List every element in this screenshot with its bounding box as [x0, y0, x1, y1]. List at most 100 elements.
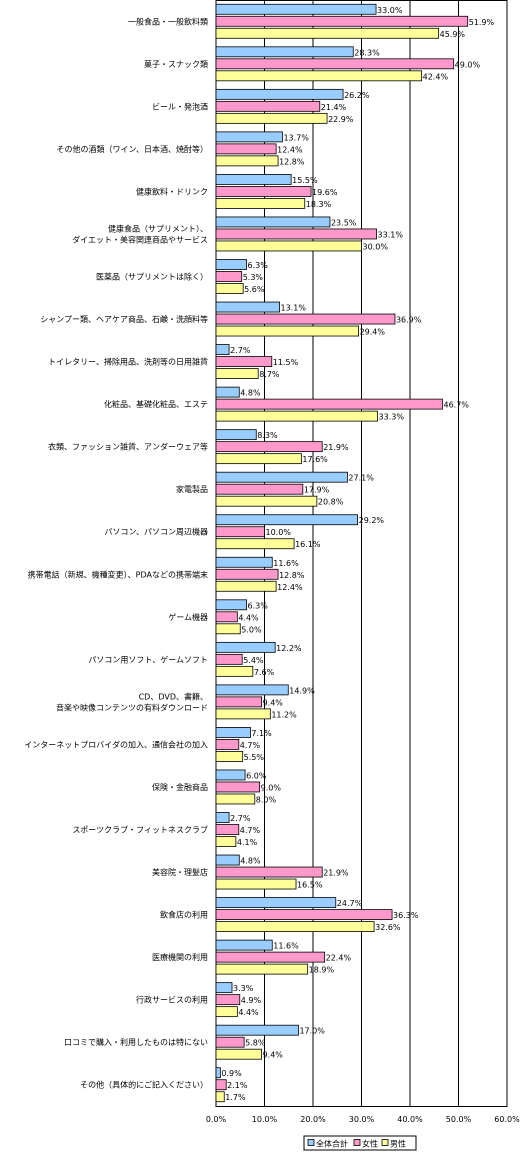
bar-male	[215, 963, 309, 975]
data-label: 21.9%	[323, 443, 349, 452]
category-label: 家電製品	[176, 484, 208, 494]
data-label: 33.0%	[377, 6, 403, 15]
data-label: 8.3%	[257, 431, 278, 440]
bar-female	[215, 739, 240, 750]
data-label: 8.0%	[256, 795, 277, 804]
bar-male	[215, 283, 244, 294]
legend-swatch	[353, 1139, 361, 1146]
data-label: 17.6%	[302, 455, 328, 464]
bar-total	[215, 174, 292, 185]
category-label: パソコン用ソフト、ゲームソフト	[88, 654, 208, 664]
bar-total	[215, 769, 246, 781]
data-label: 5.3%	[243, 273, 264, 282]
bar-male	[215, 495, 318, 507]
data-label: 18.3%	[306, 200, 332, 209]
bar-female	[215, 994, 241, 1006]
bar-total	[215, 344, 230, 355]
bar-total	[215, 599, 247, 611]
data-label: 5.6%	[244, 285, 265, 294]
bar-female	[215, 441, 323, 453]
data-label: 33.1%	[378, 230, 404, 239]
category-label: その他の酒類（ワイン、日本酒、焼酎等）	[56, 144, 208, 154]
bar-male	[215, 70, 423, 82]
x-tick-label: 50.0%	[446, 1115, 472, 1124]
bar-female	[215, 313, 396, 325]
data-label: 30.0%	[363, 242, 389, 251]
bar-male	[215, 1048, 262, 1060]
bar-male	[215, 665, 254, 677]
bar-male	[215, 368, 259, 379]
x-tick-label: 0.0%	[206, 1115, 227, 1124]
data-label: 11.6%	[273, 559, 299, 568]
bar-female	[215, 696, 262, 708]
data-label: 11.5%	[273, 358, 299, 367]
data-label: 13.7%	[283, 133, 309, 142]
data-label: 29.2%	[359, 516, 385, 525]
bar-total	[215, 641, 276, 653]
legend-label: 全体合計	[316, 1139, 348, 1149]
data-label: 4.1%	[237, 838, 258, 847]
bar-male	[215, 836, 237, 847]
bar-total	[215, 684, 289, 696]
data-label: 11.2%	[271, 710, 297, 719]
bar-female	[215, 483, 304, 495]
data-label: 26.2%	[344, 91, 370, 100]
data-label: 23.5%	[331, 218, 357, 227]
data-label: 6.3%	[248, 601, 269, 610]
data-label: 4.9%	[241, 996, 262, 1005]
bar-female	[215, 271, 243, 282]
bar-male	[215, 538, 295, 550]
x-tick-label: 20.0%	[300, 1115, 326, 1124]
bar-female	[215, 58, 455, 70]
data-label: 46.7%	[443, 401, 469, 410]
x-tick-label: 10.0%	[252, 1115, 278, 1124]
data-label: 33.3%	[379, 413, 405, 422]
bar-female	[215, 526, 265, 538]
category-label: 口コミで購入・利用したものは特にない	[64, 1037, 208, 1047]
bar-total	[215, 429, 257, 441]
data-label: 2.7%	[230, 346, 251, 355]
bar-female	[215, 1036, 245, 1048]
data-label: 22.4%	[326, 954, 352, 963]
category-label: 美容院・理髪店	[152, 867, 208, 877]
data-label: 4.4%	[238, 1008, 259, 1017]
data-label: 9.4%	[263, 1051, 284, 1060]
bar-female	[215, 568, 279, 580]
bar-female	[215, 1079, 227, 1091]
data-label: 24.7%	[337, 899, 363, 908]
data-label: 45.9%	[440, 30, 466, 39]
data-label: 14.9%	[289, 686, 315, 695]
bar-male	[215, 1091, 225, 1103]
bar-female	[215, 143, 277, 155]
data-label: 12.2%	[276, 644, 302, 653]
x-tick-label: 40.0%	[397, 1115, 423, 1124]
data-label: 8.7%	[259, 370, 280, 379]
data-label: 4.8%	[240, 389, 261, 398]
bar-female	[215, 866, 323, 878]
bar-female	[215, 824, 240, 835]
bar-male	[215, 198, 306, 209]
data-label: 6.3%	[248, 261, 269, 270]
bar-male	[215, 580, 277, 592]
bar-male	[215, 793, 256, 805]
category-label: 化粧品、基礎化粧品、エステ	[104, 399, 208, 409]
data-label: 15.5%	[292, 176, 318, 185]
data-label: 4.7%	[240, 826, 261, 835]
data-label: 13.1%	[281, 304, 307, 313]
bar-total	[215, 301, 280, 313]
data-label: 2.7%	[230, 814, 251, 823]
data-label: 5.0%	[241, 625, 262, 634]
bar-female	[215, 228, 377, 240]
data-label: 5.5%	[244, 753, 265, 762]
bar-total	[215, 812, 230, 823]
data-label: 4.7%	[240, 741, 261, 750]
data-label: 27.1%	[348, 474, 374, 483]
bar-total	[215, 131, 283, 143]
legend-label: 女性	[362, 1139, 378, 1149]
data-label: 16.5%	[297, 881, 323, 890]
bar-female	[215, 951, 326, 963]
x-tick-label: 30.0%	[349, 1115, 375, 1124]
data-label: 11.6%	[273, 942, 299, 951]
data-label: 5.4%	[243, 656, 264, 665]
bar-male	[215, 155, 279, 167]
